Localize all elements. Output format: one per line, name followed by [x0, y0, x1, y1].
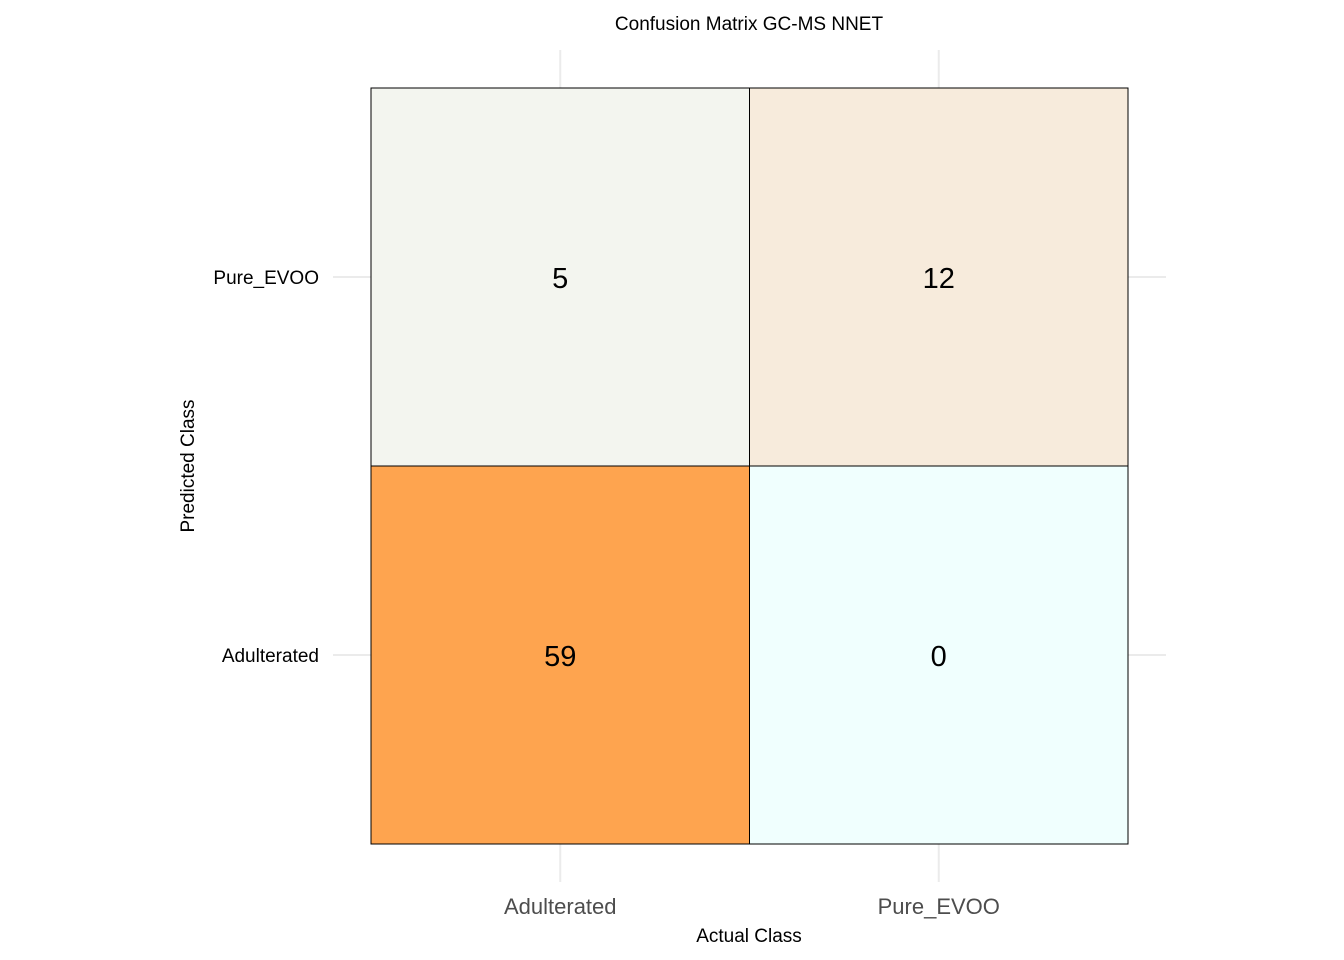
heatmap-cell [370, 87, 750, 467]
heatmap-cell [749, 465, 1129, 845]
heatmap-cells: 5 12 59 0 [370, 87, 1129, 845]
y-tick-label: Pure_EVOO [213, 268, 319, 289]
cell-value-label: 12 [923, 263, 955, 295]
x-axis-title: Actual Class [696, 926, 802, 947]
axis-ticks: Adulterated Pure_EVOO Adulterated Pure_EVOO [213, 268, 1000, 919]
heatmap-cell [370, 465, 750, 845]
x-tick-label: Pure_EVOO [878, 894, 1000, 919]
cell-value-label: 59 [544, 641, 576, 673]
chart-title: Confusion Matrix GC-MS NNET [615, 14, 884, 35]
x-tick-label: Adulterated [504, 894, 617, 919]
y-tick-label: Adulterated [222, 646, 319, 667]
y-axis-title: Predicted Class [178, 399, 199, 532]
cell-value-label: 5 [552, 263, 568, 295]
cell-value-label: 0 [931, 641, 947, 673]
